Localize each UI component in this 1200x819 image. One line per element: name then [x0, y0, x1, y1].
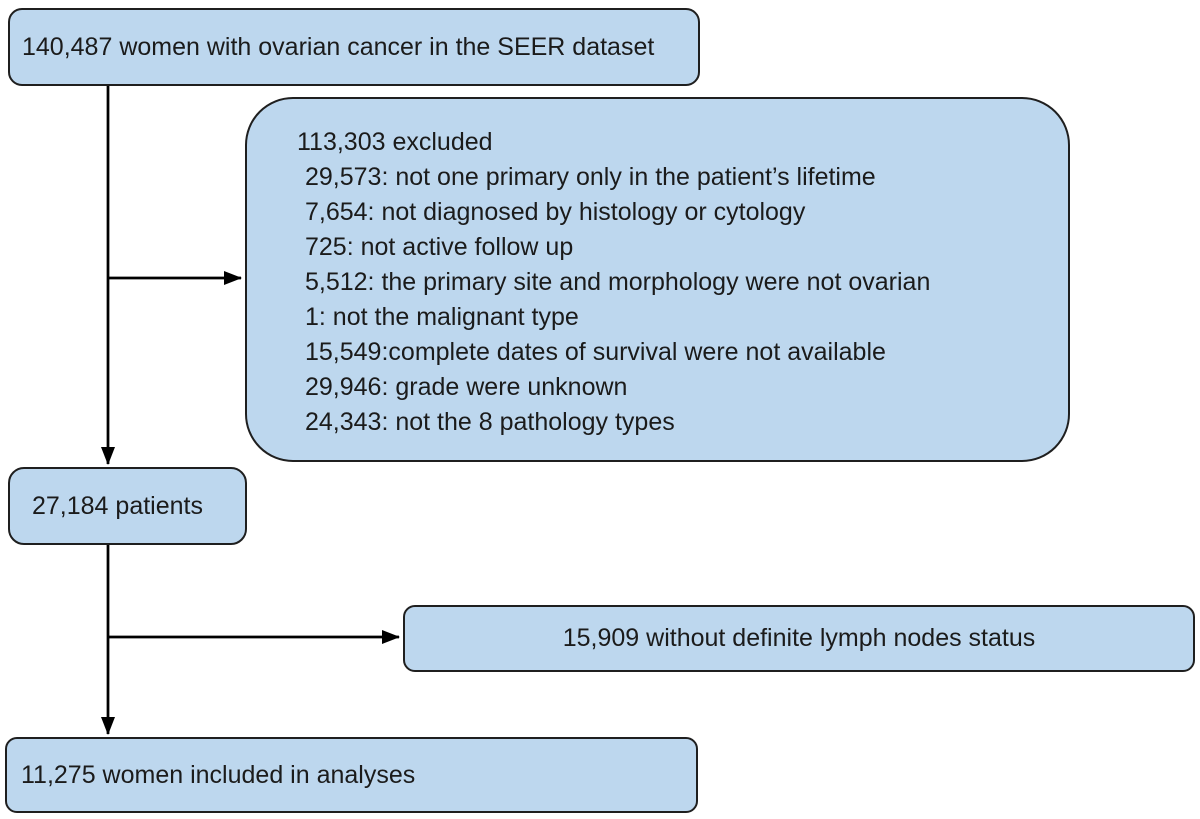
exclusion-reason: 15,549:complete dates of survival were n… [305, 338, 886, 366]
exclusion-reason: 29,946: grade were unknown [305, 373, 628, 401]
exclusion-reason: 725: not active follow up [305, 233, 574, 261]
exclusion-reason: 7,654: not diagnosed by histology or cyt… [305, 198, 806, 226]
exclusion-title: 113,303 excluded [297, 128, 493, 156]
exclusion-reason: 29,573: not one primary only in the pati… [305, 163, 876, 191]
initial-cohort-label: 140,487 women with ovarian cancer in the… [22, 32, 655, 61]
patients-box: 27,184 patients [8, 467, 247, 545]
exclusion-reason: 1: not the malignant type [305, 303, 579, 331]
exclusion-reason: 24,343: not the 8 pathology types [305, 408, 675, 436]
lymph-status-box: 15,909 without definite lymph nodes stat… [403, 605, 1195, 672]
final-cohort-label: 11,275 women included in analyses [21, 760, 416, 789]
initial-cohort-box: 140,487 women with ovarian cancer in the… [8, 8, 700, 86]
patients-label: 27,184 patients [32, 491, 203, 520]
exclusion-reason: 5,512: the primary site and morphology w… [305, 268, 931, 296]
exclusion-box: 113,303 excluded 29,573: not one primary… [245, 97, 1070, 462]
final-cohort-box: 11,275 women included in analyses [5, 737, 698, 813]
lymph-status-label: 15,909 without definite lymph nodes stat… [562, 624, 1036, 653]
